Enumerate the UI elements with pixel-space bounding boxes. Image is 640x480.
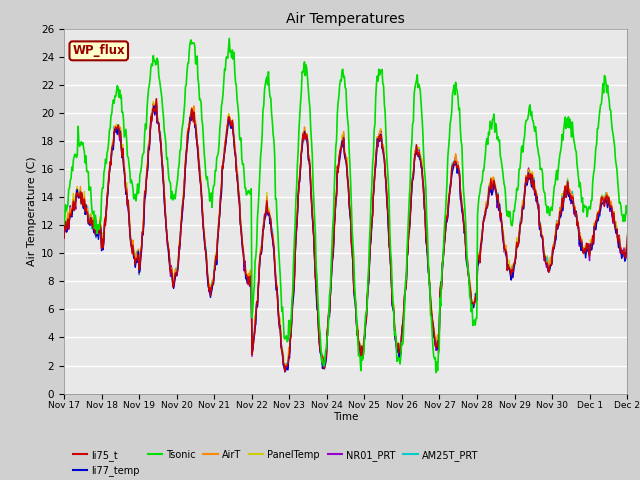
Title: Air Temperatures: Air Temperatures xyxy=(286,12,405,26)
Y-axis label: Air Temperature (C): Air Temperature (C) xyxy=(27,156,37,266)
Legend: li75_t, li77_temp, Tsonic, AirT, PanelTemp, NR01_PRT, AM25T_PRT: li75_t, li77_temp, Tsonic, AirT, PanelTe… xyxy=(69,446,482,480)
X-axis label: Time: Time xyxy=(333,412,358,421)
Text: WP_flux: WP_flux xyxy=(72,44,125,57)
